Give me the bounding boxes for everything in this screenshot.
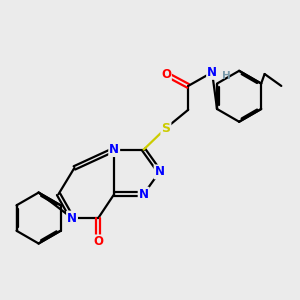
Text: N: N — [207, 66, 217, 79]
Text: N: N — [67, 212, 77, 224]
Text: H: H — [222, 71, 230, 81]
Text: N: N — [154, 165, 164, 178]
Text: O: O — [161, 68, 171, 80]
Text: N: N — [109, 143, 119, 156]
Text: S: S — [161, 122, 170, 135]
Text: O: O — [93, 236, 103, 248]
Text: N: N — [139, 188, 148, 201]
